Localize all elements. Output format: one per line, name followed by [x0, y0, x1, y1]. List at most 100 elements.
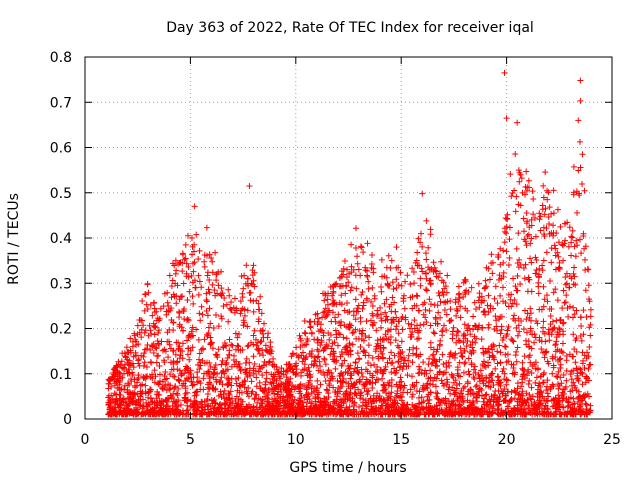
data-point: [520, 326, 527, 333]
data-point: [550, 325, 557, 332]
data-point: [353, 308, 360, 315]
data-point: [185, 375, 192, 382]
data-point: [528, 370, 535, 377]
y-tick-label: 0.7: [50, 95, 72, 111]
data-point: [586, 407, 593, 414]
data-point: [459, 397, 466, 404]
data-point: [167, 411, 174, 418]
data-point: [113, 379, 120, 386]
data-point: [407, 410, 414, 417]
data-point: [529, 188, 536, 195]
data-point: [455, 401, 462, 408]
data-point: [354, 260, 361, 267]
data-point: [557, 374, 564, 381]
data-point: [339, 351, 346, 358]
data-point: [303, 341, 310, 348]
data-point: [263, 369, 270, 376]
data-point: [585, 365, 592, 372]
data-point: [127, 376, 134, 383]
data-point: [225, 408, 232, 415]
data-point: [153, 359, 160, 366]
data-point: [124, 349, 131, 356]
data-point: [247, 404, 254, 411]
data-point: [388, 377, 395, 384]
data-point: [243, 403, 250, 410]
data-point: [435, 309, 442, 316]
data-point: [558, 411, 565, 418]
data-point: [382, 309, 389, 316]
data-point: [492, 365, 499, 372]
data-point: [141, 329, 148, 336]
data-point: [203, 307, 210, 314]
data-point: [557, 316, 564, 323]
data-point: [550, 362, 557, 369]
data-point: [556, 264, 563, 271]
data-point: [186, 356, 193, 363]
data-point: [523, 316, 530, 323]
data-point: [513, 193, 520, 200]
data-point: [584, 349, 591, 356]
data-point: [533, 267, 540, 274]
data-point: [571, 400, 578, 407]
data-point: [207, 363, 214, 370]
data-point: [144, 341, 151, 348]
data-point: [338, 362, 345, 369]
data-point: [330, 290, 337, 297]
data-point: [183, 411, 190, 418]
data-point: [478, 336, 485, 343]
data-point: [491, 394, 498, 401]
data-point: [343, 335, 350, 342]
data-point: [564, 398, 571, 405]
data-point: [420, 382, 427, 389]
data-point: [497, 292, 504, 299]
data-point: [453, 332, 460, 339]
data-point: [159, 384, 166, 391]
data-point: [521, 307, 528, 314]
data-point: [471, 375, 478, 382]
data-point: [345, 362, 352, 369]
y-axis-label: ROTI / TECUs: [6, 193, 22, 285]
data-point: [320, 329, 327, 336]
data-point: [449, 372, 456, 379]
data-point: [438, 377, 445, 384]
data-point: [380, 370, 387, 377]
data-point: [540, 182, 547, 189]
data-point: [484, 348, 491, 355]
data-point: [362, 267, 369, 274]
data-point: [258, 400, 265, 407]
data-point: [418, 265, 425, 272]
data-point: [409, 391, 416, 398]
data-point: [190, 300, 197, 307]
data-point: [495, 401, 502, 408]
data-point: [129, 371, 136, 378]
data-point: [492, 388, 499, 395]
data-point: [333, 331, 340, 338]
data-point: [208, 396, 215, 403]
data-point: [375, 376, 382, 383]
data-point: [234, 342, 241, 349]
data-point: [255, 368, 262, 375]
data-point: [442, 283, 449, 290]
data-point: [388, 369, 395, 376]
data-point: [131, 332, 138, 339]
data-point: [540, 283, 547, 290]
data-point: [400, 295, 407, 302]
data-point: [559, 242, 566, 249]
data-point: [364, 273, 371, 280]
data-point: [468, 360, 475, 367]
data-point: [326, 404, 333, 411]
data-point: [414, 262, 421, 269]
data-point: [310, 404, 317, 411]
data-point: [563, 367, 570, 374]
data-point: [284, 376, 291, 383]
data-point: [475, 280, 482, 287]
data-point: [114, 400, 121, 407]
data-point: [496, 315, 503, 322]
data-point: [204, 359, 211, 366]
data-point: [128, 398, 135, 405]
data-point: [174, 366, 181, 373]
data-point: [443, 376, 450, 383]
data-point: [292, 370, 299, 377]
data-point: [138, 334, 145, 341]
data-point: [190, 248, 197, 255]
